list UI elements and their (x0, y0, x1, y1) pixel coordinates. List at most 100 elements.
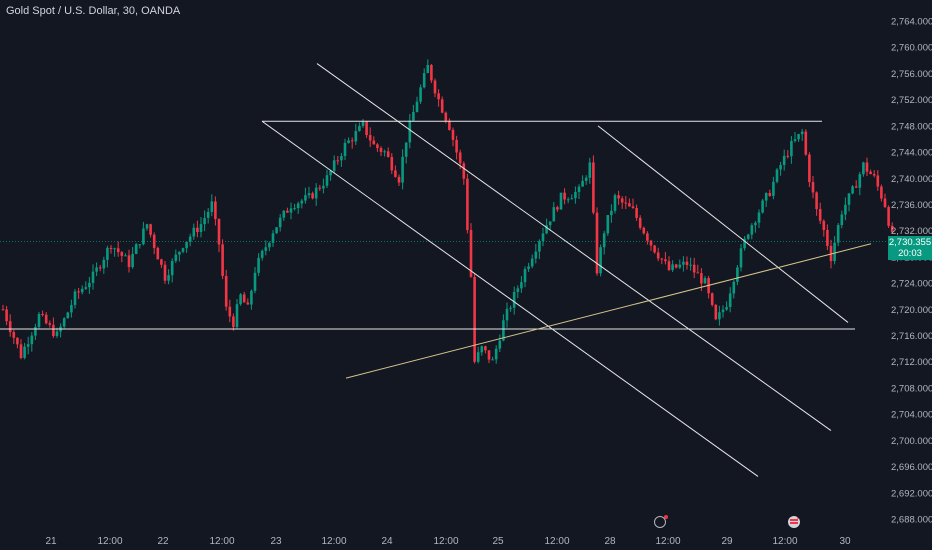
candle-body (527, 266, 530, 270)
candle-body (674, 264, 678, 268)
time-tick-label: 12:00 (772, 536, 797, 547)
candle-body (523, 269, 527, 283)
candle-body (80, 288, 84, 293)
price-tick-label: 2,688.000 (891, 515, 932, 526)
price-tick-label: 2,748.000 (891, 121, 932, 132)
candle-body (613, 195, 617, 211)
candle-body (26, 344, 30, 347)
candle-body (217, 218, 221, 245)
price-tick-label: 2,736.000 (891, 200, 932, 211)
candle-body (181, 248, 185, 252)
candle-body (721, 309, 725, 313)
candle-body (656, 252, 660, 259)
candle-body (678, 264, 682, 268)
candle-body (311, 193, 314, 199)
candle-body (221, 244, 224, 276)
candle-body (350, 140, 354, 142)
candle-body (642, 227, 646, 234)
candle-body (638, 217, 642, 228)
candle-body (397, 176, 401, 183)
candle-body (268, 242, 271, 248)
candle-body (451, 129, 455, 140)
rising-trendline (345, 243, 872, 379)
candle-body (160, 259, 163, 265)
candle-body (768, 192, 772, 196)
candle-body (188, 236, 192, 242)
candle-body (847, 193, 851, 205)
candle-body (383, 151, 386, 153)
candle-body (808, 154, 811, 183)
candle-body (689, 264, 692, 266)
candle-body (491, 359, 494, 361)
candle-body (430, 64, 433, 81)
candle-body (754, 222, 757, 226)
candle-body (325, 175, 329, 186)
bar-countdown: 20:03 (898, 248, 922, 259)
flash-icon[interactable] (654, 515, 668, 528)
price-tick-label: 2,712.000 (891, 357, 932, 368)
candle-body (106, 247, 109, 260)
candle-body (786, 155, 790, 157)
candle-body (502, 320, 505, 341)
time-tick-label: 29 (721, 536, 733, 547)
candle-body (872, 174, 876, 176)
candle-body (494, 348, 498, 360)
candle-body (800, 131, 804, 135)
candle-body (804, 131, 808, 155)
candle-body (44, 314, 48, 324)
candle-body (66, 312, 70, 319)
candle-body (192, 227, 196, 237)
flag-icon[interactable] (788, 516, 800, 528)
candle-body (811, 182, 815, 193)
candle-body (178, 251, 181, 255)
candle-body (196, 227, 199, 233)
candle-body (239, 294, 242, 305)
candle-body (743, 238, 746, 249)
time-tick-label: 12:00 (433, 536, 458, 547)
candle-body (343, 142, 347, 156)
time-tick-label: 12:00 (209, 536, 234, 547)
candle-body (595, 212, 599, 274)
candle-body (750, 225, 754, 235)
candle-body (718, 312, 721, 320)
candle-body (498, 340, 502, 349)
candle-body (746, 234, 750, 239)
candle-body (520, 282, 523, 289)
candle-body (545, 225, 548, 234)
candle-body (646, 233, 649, 241)
candle-body (8, 321, 12, 333)
price-tick-label: 2,692.000 (891, 488, 932, 499)
candle-body (700, 273, 703, 284)
candle-body (883, 198, 887, 208)
falling-channel-line (261, 120, 759, 477)
candle-body (401, 156, 404, 183)
candle-body (710, 293, 714, 305)
candle-body (368, 135, 372, 141)
last-price-value: 2,730.355 (888, 237, 932, 248)
candle-body (1, 309, 5, 311)
time-tick-label: 24 (381, 536, 393, 547)
candle-body (48, 323, 52, 325)
candle-body (167, 275, 170, 281)
candle-body (851, 186, 854, 194)
time-tick-label: 23 (270, 536, 282, 547)
candle-body (624, 202, 628, 204)
candle-body (556, 207, 559, 210)
candle-body (444, 112, 448, 121)
candle-body (271, 233, 275, 243)
candle-body (120, 252, 124, 256)
last-price-tag: 2,730.355 20:03 (888, 236, 932, 260)
candle-body (62, 318, 66, 327)
candle-body (484, 346, 487, 351)
candle-body (16, 337, 19, 345)
candle-body (505, 308, 509, 321)
candle-body (458, 152, 462, 164)
candle-body (296, 203, 300, 209)
candle-body (91, 271, 95, 283)
time-tick-label: 28 (604, 536, 616, 547)
candle-body (566, 199, 570, 201)
candle-body (887, 207, 890, 226)
candle-body (41, 314, 44, 316)
candle-body (55, 331, 59, 337)
